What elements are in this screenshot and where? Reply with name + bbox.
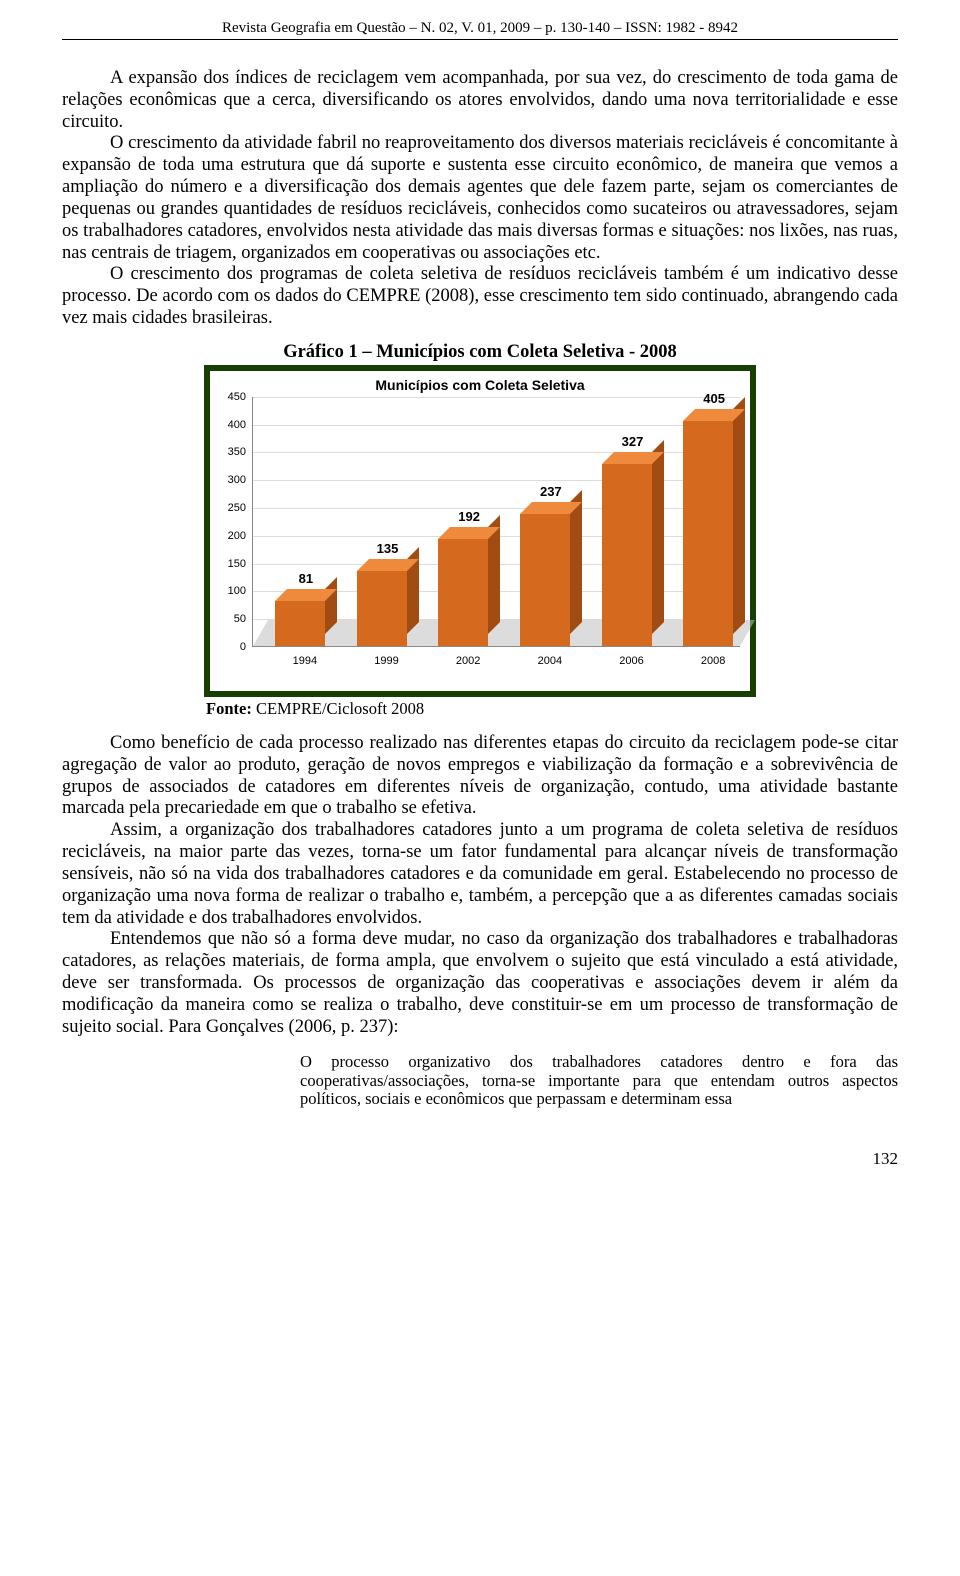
bar-front xyxy=(602,464,652,646)
bar: 327 xyxy=(602,464,652,646)
paragraph-1: A expansão dos índices de reciclagem vem… xyxy=(62,68,898,133)
bar-value-label: 405 xyxy=(689,391,739,406)
bar: 135 xyxy=(357,571,407,646)
y-tick-label: 0 xyxy=(216,641,246,653)
x-tick-label: 2002 xyxy=(456,655,480,667)
y-tick-label: 100 xyxy=(216,585,246,597)
y-tick-label: 200 xyxy=(216,530,246,542)
paragraph-5: Assim, a organização dos trabalhadores c… xyxy=(62,820,898,929)
bar-front xyxy=(357,571,407,646)
block-quote: O processo organizativo dos trabalhadore… xyxy=(62,1053,898,1110)
bar-value-label: 237 xyxy=(526,484,576,499)
paragraph-2: O crescimento da atividade fabril no rea… xyxy=(62,133,898,264)
y-tick-label: 250 xyxy=(216,502,246,514)
chart-inner-title: Municípios com Coleta Seletiva xyxy=(216,377,744,393)
bar-side xyxy=(733,397,745,634)
chart-area: 050100150200250300350400450 811351922373… xyxy=(216,397,744,687)
y-tick-label: 400 xyxy=(216,419,246,431)
x-tick-label: 1999 xyxy=(374,655,398,667)
x-axis: 1994 1999 2002 2004 2006 2008 xyxy=(252,649,740,687)
chart-frame: Municípios com Coleta Seletiva 0 50 100 150… xyxy=(204,365,756,697)
chart-caption: Gráfico 1 – Municípios com Coleta Seleti… xyxy=(62,342,898,363)
bar-front xyxy=(520,514,570,646)
bar-side xyxy=(652,440,664,634)
bar-value-label: 135 xyxy=(363,541,413,556)
bar-front xyxy=(438,539,488,646)
bar-value-label: 81 xyxy=(281,571,331,586)
chart-source-text: CEMPRE/Ciclosoft 2008 xyxy=(256,699,424,718)
paragraph-6: Entendemos que não só a forma deve mudar… xyxy=(62,929,898,1038)
page-number: 132 xyxy=(62,1149,898,1169)
chart-source: Fonte: CEMPRE/Ciclosoft 2008 xyxy=(204,699,756,719)
body-text-block-1: A expansão dos índices de reciclagem vem… xyxy=(62,68,898,330)
y-tick-label: 150 xyxy=(216,558,246,570)
y-tick-label: 50 xyxy=(216,613,246,625)
bar-front xyxy=(275,601,325,646)
chart-plot: 81 135 192 237 327 405 xyxy=(252,397,740,647)
bar: 405 xyxy=(683,421,733,646)
x-tick-label: 1994 xyxy=(293,655,317,667)
y-tick-label: 350 xyxy=(216,446,246,458)
paragraph-3: O crescimento dos programas de coleta se… xyxy=(62,264,898,329)
x-tick-label: 2004 xyxy=(538,655,562,667)
paragraph-4: Como benefício de cada processo realizad… xyxy=(62,733,898,820)
bar-value-label: 192 xyxy=(444,509,494,524)
y-axis: 050100150200250300350400450 xyxy=(216,397,250,647)
bar: 81 xyxy=(275,601,325,646)
x-tick-label: 2006 xyxy=(619,655,643,667)
bar: 192 xyxy=(438,539,488,646)
bar: 237 xyxy=(520,514,570,646)
bar-value-label: 327 xyxy=(608,434,658,449)
x-tick-label: 2008 xyxy=(701,655,725,667)
y-tick-label: 300 xyxy=(216,474,246,486)
y-tick-label: 450 xyxy=(216,391,246,403)
chart-block: Municípios com Coleta Seletiva 0 50 100 150… xyxy=(204,365,756,719)
journal-header: Revista Geografia em Questão – N. 02, V.… xyxy=(62,20,898,40)
chart-bars: 81 135 192 237 327 405 xyxy=(253,397,740,646)
chart-source-label: Fonte: xyxy=(206,699,252,718)
body-text-block-2: Como benefício de cada processo realizad… xyxy=(62,733,898,1039)
bar-front xyxy=(683,421,733,646)
